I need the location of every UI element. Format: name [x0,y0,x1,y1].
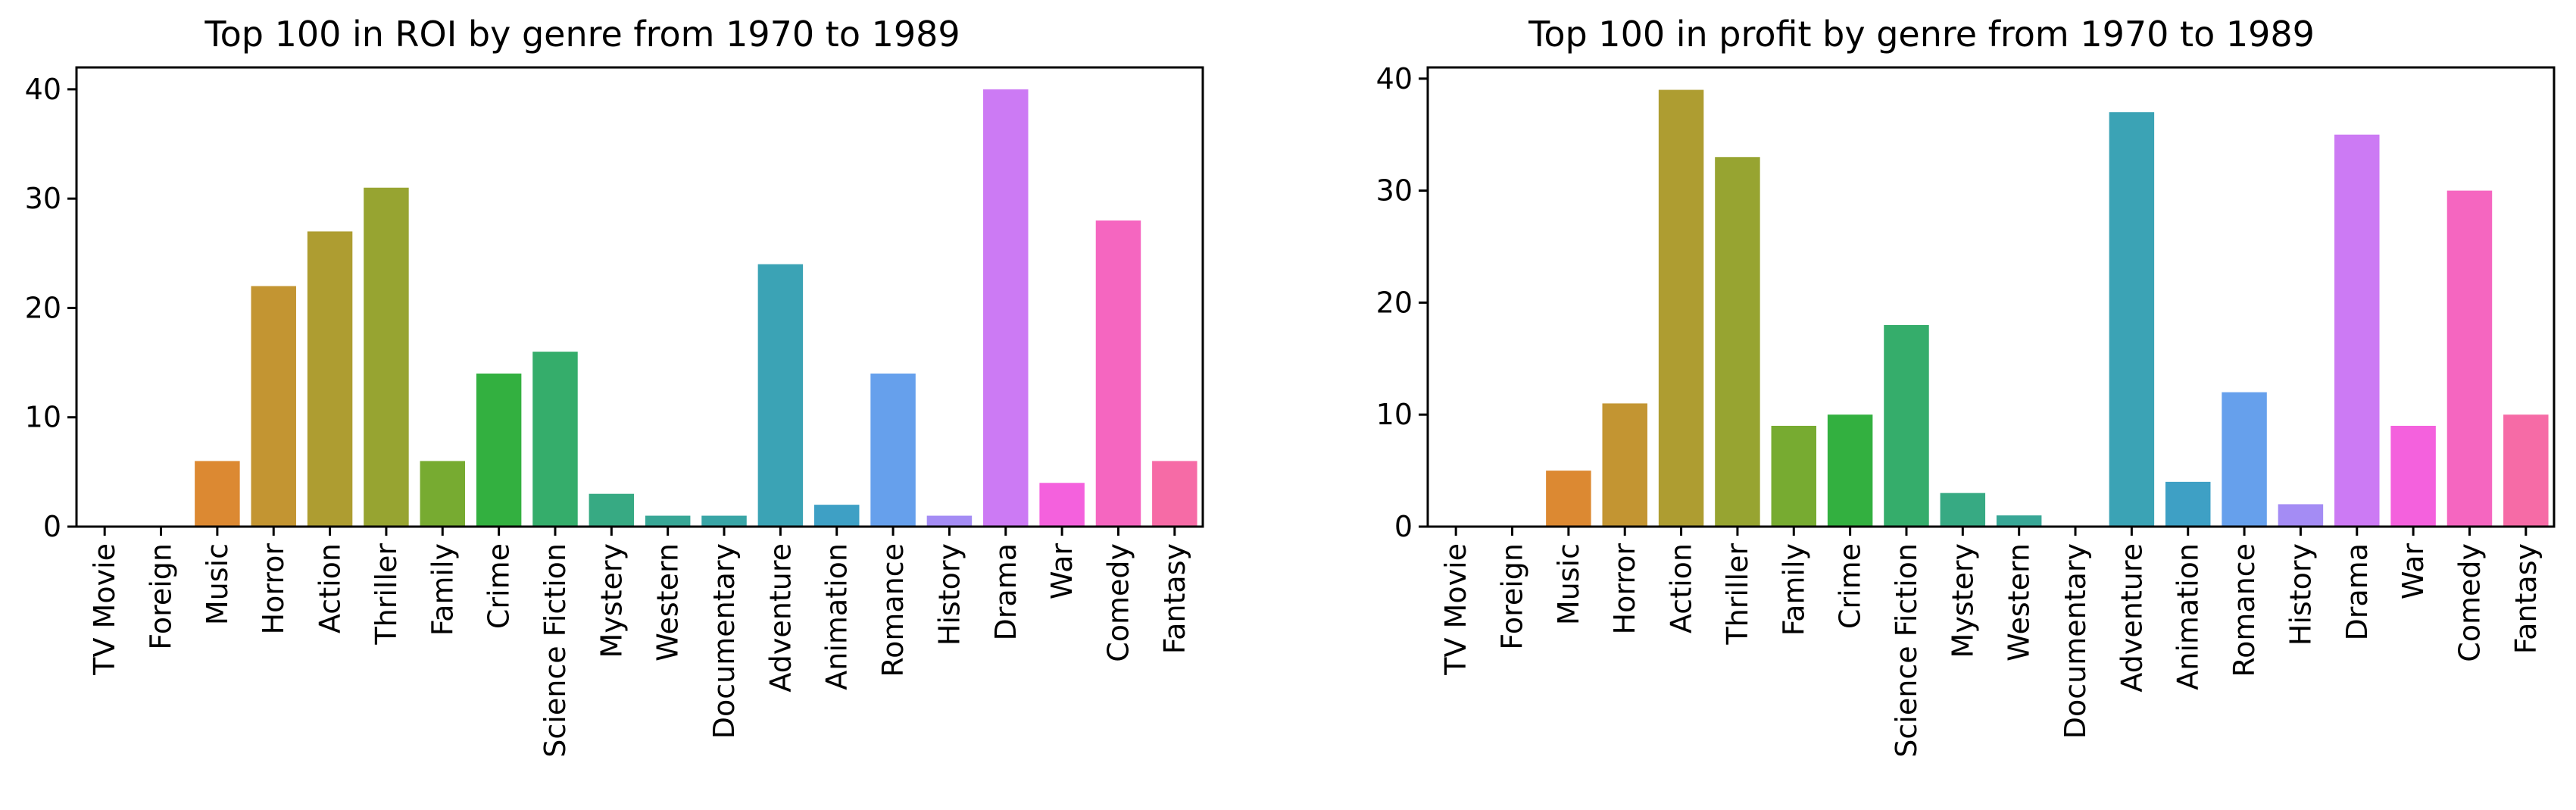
roi-bar [420,461,466,527]
profit-bar [2278,504,2324,527]
profit-bar [1827,414,1873,527]
profit-x-tick-label: Comedy [2453,543,2486,662]
roi-bar [813,505,860,527]
roi-bar [757,264,804,527]
profit-bar [1996,515,2042,527]
roi-x-tick-label: Romance [876,543,910,677]
roi-x-tick-label: Music [201,543,234,625]
profit-x-tick-label: Fantasy [2509,543,2543,654]
roi-x-tick-label: Horror [257,543,290,635]
profit-bars [1546,89,2549,527]
roi-bar [364,187,409,527]
roi-plot-frame [75,66,1204,528]
roi-y-tick-label: 10 [25,401,61,434]
roi-bar [926,515,973,527]
roi-bar [1039,483,1085,527]
roi-bar [251,286,296,527]
profit-bar [1602,403,1647,527]
roi-x-tick-label: Documentary [707,543,741,739]
profit-bar [1940,493,1986,527]
profit-bar [2390,425,2436,527]
profit-x-tick-label: History [2284,543,2317,646]
roi-bar [983,89,1029,527]
roi-x-tick-label: History [932,543,966,646]
profit-x-tick-label: Documentary [2059,543,2092,739]
profit-x-tick-label: Mystery [1946,543,1979,658]
roi-bar [701,515,747,527]
profit-chart: Top 100 in profit by genre from 1970 to … [1376,14,2556,758]
roi-x-tick-label: Western [651,543,685,661]
profit-bar [2446,190,2493,527]
profit-x-tick-label: Thriller [1721,543,1754,646]
profit-y-tick-label: 30 [1376,174,1413,208]
roi-x-tick-label: TV Movie [88,543,121,676]
profit-bar [1715,157,1760,527]
profit-bar [2334,134,2380,527]
roi-bar [1095,220,1141,527]
roi-chart: Top 100 in ROI by genre from 1970 to 198… [25,14,1204,758]
roi-x-tick-label: Mystery [595,543,628,658]
profit-x-tick-label: TV Movie [1439,543,1472,676]
roi-bar [307,231,353,527]
profit-bar [1546,471,1591,527]
roi-y-axis: 0 10 20 30 40 [25,73,76,543]
profit-x-tick-label: Science Fiction [1890,543,1923,758]
profit-y-tick-label: 10 [1376,398,1413,431]
profit-x-tick-label: Action [1665,543,1698,633]
profit-x-tick-label: Crime [1834,543,1867,629]
roi-x-tick-label: Crime [482,543,516,629]
profit-x-tick-label: Family [1777,543,1810,636]
profit-chart-title: Top 100 in profit by genre from 1970 to … [1528,14,2315,55]
roi-x-tick-label: Fantasy [1158,543,1191,654]
profit-x-tick-label: Romance [2228,543,2261,677]
profit-x-tick-label: Music [1552,543,1585,625]
profit-plot-frame [1426,66,2556,528]
roi-x-tick-label: Drama [989,543,1023,640]
roi-bar [476,374,522,527]
profit-bar [1658,89,1704,527]
profit-bar [2109,112,2155,527]
roi-chart-title: Top 100 in ROI by genre from 1970 to 198… [204,14,960,55]
roi-x-tick-label: Thriller [370,543,403,646]
profit-bar [1884,324,1929,527]
profit-bar [1771,425,1817,527]
roi-bar [870,374,916,527]
roi-y-tick-label: 30 [25,182,61,215]
profit-x-tick-label: Animation [2172,543,2205,690]
roi-x-tick-label: Foreign [145,543,178,650]
roi-x-tick-label: Action [314,543,347,633]
roi-x-tick-label: Science Fiction [539,543,572,758]
profit-x-axis: TV Movie Foreign Music Horror Action Thriller… [1439,527,2543,758]
roi-bar [532,352,578,527]
profit-bar [2165,481,2211,527]
profit-x-tick-label: Horror [1608,543,1641,635]
profit-x-tick-label: Adventure [2115,543,2148,693]
profit-y-axis: 0 10 20 30 40 [1376,62,1428,543]
roi-bar [1152,461,1197,527]
roi-bar [589,493,635,527]
roi-x-tick-label: War [1045,543,1079,599]
roi-x-tick-label: Comedy [1101,543,1135,662]
roi-x-axis: TV Movie Foreign Music Horror Action Thriller… [88,527,1191,758]
profit-y-tick-label: 40 [1376,62,1413,95]
roi-bars [195,89,1197,527]
profit-bar [2503,414,2549,527]
profit-x-tick-label: Drama [2340,543,2374,640]
profit-y-tick-label: 20 [1376,286,1413,319]
profit-x-tick-label: Western [2003,543,2036,661]
roi-y-tick-label: 0 [43,510,61,543]
roi-y-tick-label: 40 [25,73,61,106]
profit-y-tick-label: 0 [1394,510,1413,543]
roi-bar [645,515,691,527]
roi-x-tick-label: Family [426,543,459,636]
roi-bar [195,461,240,527]
profit-bar [2222,392,2267,527]
roi-x-tick-label: Adventure [763,543,797,693]
roi-x-tick-label: Animation [820,543,854,690]
roi-y-tick-label: 20 [25,291,61,324]
profit-x-tick-label: Foreign [1496,543,1529,650]
profit-x-tick-label: War [2396,543,2430,599]
